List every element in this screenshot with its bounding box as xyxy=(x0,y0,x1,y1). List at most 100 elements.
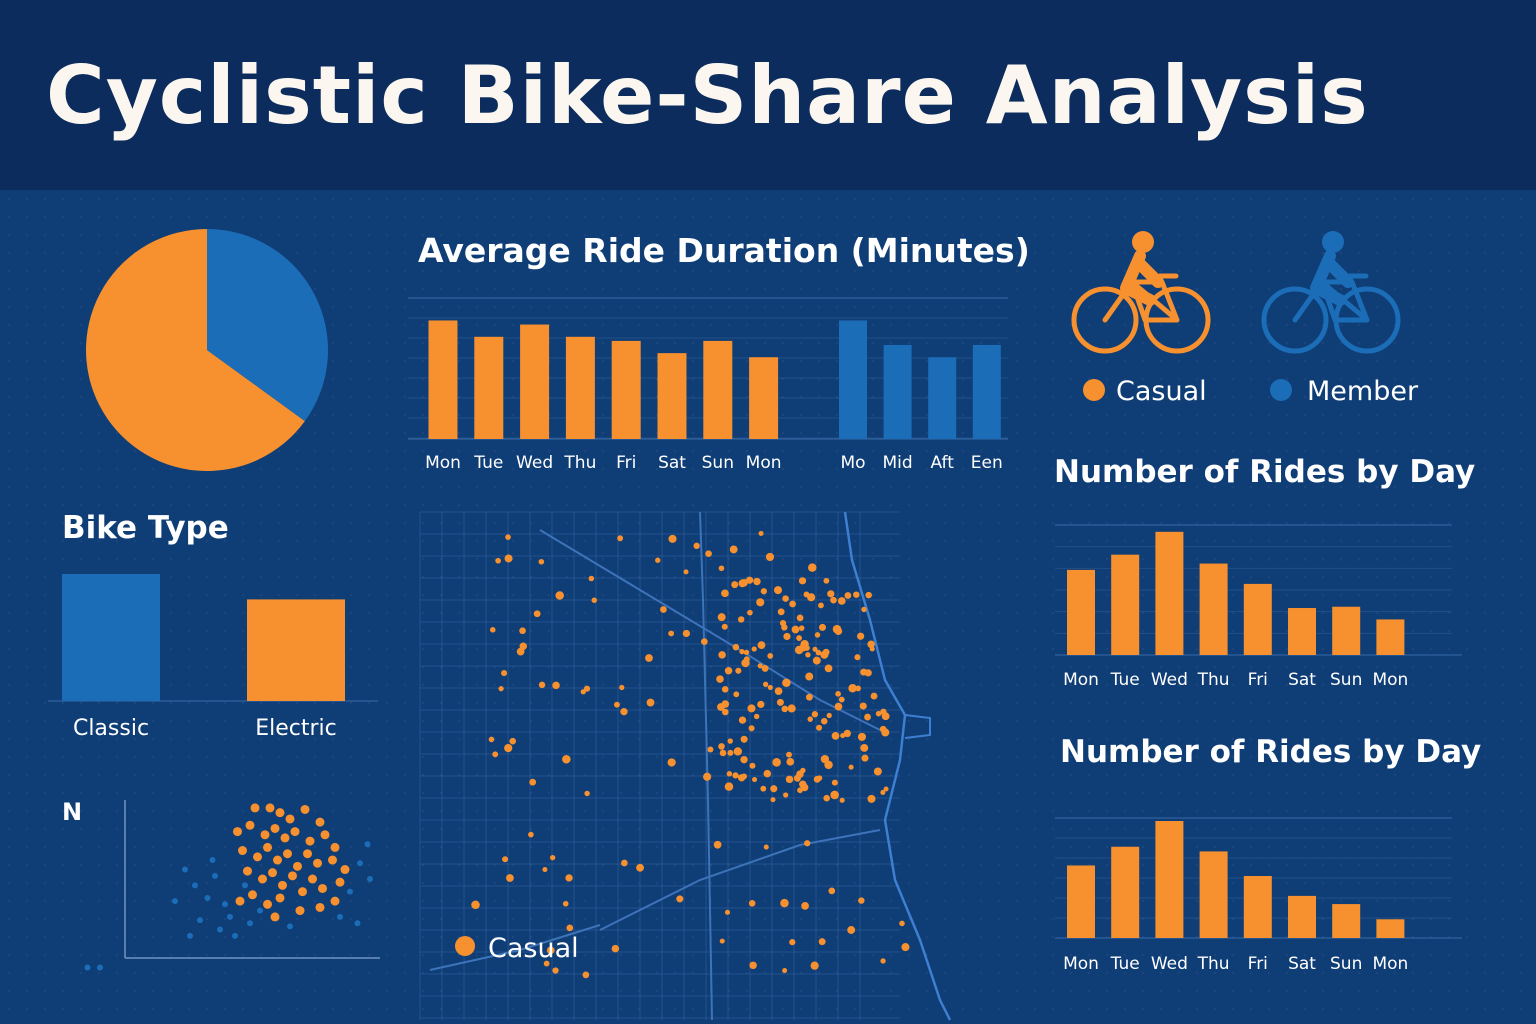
map-ride-point xyxy=(799,643,808,652)
map-ride-point xyxy=(867,794,876,803)
map-ride-point xyxy=(880,958,886,964)
map-ride-point xyxy=(774,687,783,695)
map-ride-point xyxy=(782,968,788,974)
avg-duration-member-bar xyxy=(883,344,912,439)
scatter-point xyxy=(217,926,223,933)
map-ride-point xyxy=(733,747,742,756)
map-ride-point xyxy=(786,757,795,766)
map-ride-point xyxy=(747,609,753,616)
map-ride-point xyxy=(827,590,835,598)
map-road xyxy=(429,924,601,971)
map-ride-point xyxy=(803,591,810,598)
map-ride-point xyxy=(782,678,791,688)
map-ride-point xyxy=(753,577,761,586)
avg-duration-member-bar xyxy=(928,357,957,439)
rides-day-2-tick-label: Mon xyxy=(1372,954,1408,974)
map-ride-point xyxy=(776,698,784,706)
map-ride-point xyxy=(757,700,765,709)
map-ride-point xyxy=(796,614,804,622)
map-ride-point xyxy=(853,591,860,598)
map-ride-point xyxy=(716,675,724,683)
rides-day-1-bar xyxy=(1155,531,1184,655)
map-ride-point xyxy=(808,563,817,572)
map-ride-point xyxy=(562,900,569,907)
map-ride-point xyxy=(700,638,708,645)
map-ride-point xyxy=(721,623,728,630)
scatter-point xyxy=(84,964,91,971)
scatter-point xyxy=(260,830,270,840)
map-ride-point xyxy=(857,632,865,640)
map-ride-point xyxy=(732,643,740,651)
map-ride-point xyxy=(826,712,832,719)
scatter-point xyxy=(192,882,198,889)
map-ride-point xyxy=(707,746,714,753)
map-ride-point xyxy=(682,629,690,638)
map-ride-point xyxy=(861,606,867,613)
map-ride-point xyxy=(760,588,768,595)
map-ride-point xyxy=(737,616,745,623)
map-ride-point xyxy=(740,755,748,764)
bike-type-bar xyxy=(247,599,345,701)
map-ride-point xyxy=(763,844,769,850)
map-ride-point xyxy=(830,596,837,604)
avg-duration-casual-bar xyxy=(657,353,687,439)
scatter-point xyxy=(265,803,275,813)
scatter-point xyxy=(204,894,211,901)
map-ride-point xyxy=(787,704,796,713)
map-ride-point xyxy=(566,924,574,932)
map-ride-point xyxy=(831,731,840,740)
scatter-point xyxy=(347,888,353,895)
bike-type-title: Bike Type xyxy=(62,510,229,546)
rides-day-1-tick-label: Thu xyxy=(1197,670,1230,690)
scatter-point xyxy=(243,866,252,876)
map-ride-point xyxy=(721,686,729,693)
map-road xyxy=(699,511,713,1021)
rides-day-2-tick-label: Mon xyxy=(1063,954,1099,974)
map-ride-point xyxy=(726,771,733,777)
map-ride-point xyxy=(506,874,514,882)
map-ride-point xyxy=(860,744,869,752)
rides-day-2-tick-label: Thu xyxy=(1197,954,1230,974)
map-ride-point xyxy=(815,649,822,656)
rides-day-1-tick-label: Fri xyxy=(1248,670,1268,690)
scatter-point xyxy=(318,883,327,893)
map-ride-point xyxy=(529,778,537,786)
rides-day-2-bar xyxy=(1067,865,1095,938)
map-ride-point xyxy=(798,625,805,631)
map-ride-point xyxy=(805,652,811,658)
map-ride-point xyxy=(773,586,783,595)
map-ride-point xyxy=(732,772,739,779)
map-ride-point xyxy=(543,960,550,967)
map-ride-point xyxy=(865,591,872,599)
legend-casual-marker xyxy=(1083,379,1105,401)
scatter-point xyxy=(367,876,373,882)
map-ride-point xyxy=(613,701,620,708)
map-ride-point xyxy=(870,692,878,700)
scatter-point xyxy=(222,901,228,908)
scatter-point xyxy=(263,899,272,909)
map-ride-point xyxy=(847,926,856,934)
map-ride-point xyxy=(591,597,598,603)
scatter-point xyxy=(270,912,280,922)
scatter-point xyxy=(287,923,293,930)
scatter-point xyxy=(354,920,361,927)
map-ride-point xyxy=(791,625,800,634)
rides-day-1-bar xyxy=(1243,583,1272,655)
map-ride-point xyxy=(837,597,846,605)
rides-day-1-bar xyxy=(1111,554,1140,655)
map-ride-point xyxy=(801,902,809,910)
map-ride-point xyxy=(747,704,756,713)
map-ride-point xyxy=(857,732,867,741)
map-ride-point xyxy=(683,569,689,575)
map-ride-point xyxy=(498,686,504,692)
scatter-point xyxy=(328,855,337,865)
scatter-point xyxy=(263,842,272,852)
map-ride-point xyxy=(717,703,725,711)
scatter-point xyxy=(337,913,343,920)
map-ride-point xyxy=(751,646,757,652)
map-ride-point xyxy=(812,646,818,652)
map-ride-point xyxy=(844,592,852,599)
pie-chart xyxy=(85,229,328,471)
member-bike-icon xyxy=(1261,231,1401,354)
map-ride-point xyxy=(816,724,823,731)
